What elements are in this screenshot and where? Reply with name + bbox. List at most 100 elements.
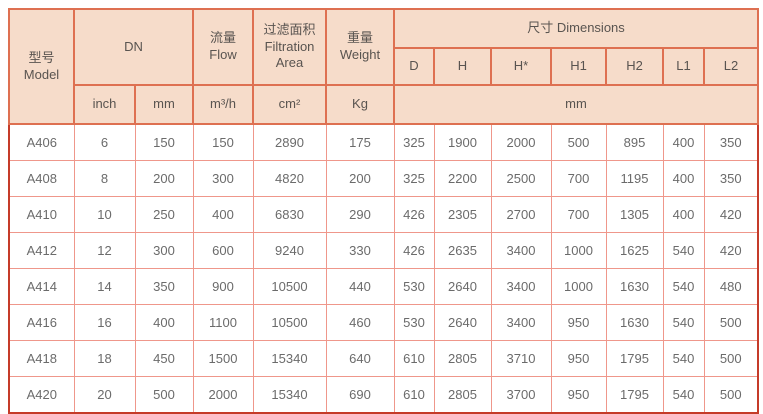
header-dimensions: 尺寸 Dimensions: [392, 8, 760, 49]
value-cell: 700: [550, 196, 607, 233]
value-cell: 400: [662, 196, 705, 233]
spec-table: 型号 Model DN 流量 Flow 过滤面积 Filtration Area…: [8, 8, 760, 414]
value-cell: 400: [134, 304, 194, 341]
value-cell: 1000: [550, 268, 607, 305]
value-cell: 1100: [192, 304, 254, 341]
value-cell: 250: [134, 196, 194, 233]
table-row: A412 12 300 600 9240 330 426 2635 3400 1000 1625 54…: [8, 232, 759, 269]
value-cell: 10500: [252, 268, 327, 305]
header-dim-l1: L1: [662, 47, 705, 86]
value-cell: 1195: [605, 160, 664, 197]
value-cell: 4820: [252, 160, 327, 197]
header-dim-h-star: H*: [490, 47, 552, 86]
unit-mm: mm: [134, 84, 194, 125]
header-dim-h: H: [433, 47, 492, 86]
value-cell: 500: [134, 376, 194, 414]
value-cell: 3700: [490, 376, 552, 414]
unit-dims: mm: [392, 84, 760, 125]
value-cell: 10500: [252, 304, 327, 341]
value-cell: 500: [550, 123, 607, 161]
value-cell: 150: [134, 123, 194, 161]
header-dn: DN: [73, 8, 194, 86]
table-row: A410 10 250 400 6830 290 426 2305 2700 700 1305 400…: [8, 196, 759, 233]
value-cell: 500: [703, 340, 759, 377]
value-cell: 640: [325, 340, 395, 377]
value-cell: 2635: [433, 232, 492, 269]
value-cell: 1000: [550, 232, 607, 269]
header-row-units: inch mm m³/h cm² Kg mm: [9, 84, 760, 125]
unit-inch: inch: [73, 84, 136, 125]
header-dim-h1: H1: [550, 47, 607, 86]
value-cell: 700: [550, 160, 607, 197]
value-cell: 610: [393, 376, 435, 414]
value-cell: 900: [192, 268, 254, 305]
table-row: A408 8 200 300 4820 200 325 2200 2500 700 1195 400 3…: [8, 160, 759, 197]
unit-weight: Kg: [325, 84, 395, 125]
value-cell: 6: [73, 123, 136, 161]
header-dim-d: D: [393, 47, 435, 86]
value-cell: 330: [325, 232, 395, 269]
unit-area: cm²: [252, 84, 327, 125]
table-row: A416 16 400 1100 10500 460 530 2640 3400 950 1630 5…: [8, 304, 759, 341]
value-cell: 690: [325, 376, 395, 414]
value-cell: 530: [393, 304, 435, 341]
value-cell: 1625: [605, 232, 664, 269]
table-body: A406 6 150 150 2890 175 325 1900 2000 500 895 400 35…: [8, 123, 759, 414]
value-cell: 500: [703, 376, 759, 414]
model-cell: A414: [8, 268, 75, 305]
model-cell: A416: [8, 304, 75, 341]
value-cell: 300: [134, 232, 194, 269]
value-cell: 8: [73, 160, 136, 197]
value-cell: 540: [662, 268, 705, 305]
value-cell: 2305: [433, 196, 492, 233]
value-cell: 14: [73, 268, 136, 305]
value-cell: 9240: [252, 232, 327, 269]
value-cell: 325: [393, 123, 435, 161]
value-cell: 480: [703, 268, 759, 305]
value-cell: 10: [73, 196, 136, 233]
table-row: A418 18 450 1500 15340 640 610 2805 3710 950 1795 5…: [8, 340, 759, 377]
value-cell: 450: [134, 340, 194, 377]
value-cell: 440: [325, 268, 395, 305]
header-filtration-area: 过滤面积 Filtration Area: [252, 8, 327, 86]
value-cell: 12: [73, 232, 136, 269]
model-cell: A420: [8, 376, 75, 414]
header-row-2: D H H* H1 H2 L1 L2: [9, 47, 760, 86]
value-cell: 600: [192, 232, 254, 269]
value-cell: 290: [325, 196, 395, 233]
value-cell: 400: [662, 160, 705, 197]
value-cell: 3710: [490, 340, 552, 377]
value-cell: 400: [662, 123, 705, 161]
table-row: A406 6 150 150 2890 175 325 1900 2000 500 895 400 35…: [8, 123, 759, 161]
value-cell: 420: [703, 232, 759, 269]
value-cell: 1630: [605, 268, 664, 305]
value-cell: 18: [73, 340, 136, 377]
value-cell: 1795: [605, 376, 664, 414]
value-cell: 15340: [252, 376, 327, 414]
value-cell: 950: [550, 376, 607, 414]
header-row-1: 型号 Model DN 流量 Flow 过滤面积 Filtration Area…: [8, 8, 760, 125]
value-cell: 350: [703, 160, 759, 197]
value-cell: 200: [325, 160, 395, 197]
value-cell: 3400: [490, 304, 552, 341]
value-cell: 1500: [192, 340, 254, 377]
value-cell: 420: [703, 196, 759, 233]
value-cell: 1630: [605, 304, 664, 341]
value-cell: 530: [393, 268, 435, 305]
value-cell: 540: [662, 376, 705, 414]
value-cell: 1900: [433, 123, 492, 161]
table-header: 型号 Model DN 流量 Flow 过滤面积 Filtration Area…: [8, 8, 760, 125]
value-cell: 350: [703, 123, 759, 161]
value-cell: 3400: [490, 268, 552, 305]
header-weight: 重量 Weight: [325, 8, 395, 86]
value-cell: 2640: [433, 268, 492, 305]
value-cell: 400: [192, 196, 254, 233]
header-dim-h2: H2: [605, 47, 664, 86]
value-cell: 2200: [433, 160, 492, 197]
header-dim-l2: L2: [702, 47, 760, 86]
value-cell: 200: [134, 160, 194, 197]
value-cell: 540: [662, 232, 705, 269]
value-cell: 20: [73, 376, 136, 414]
table-row: A420 20 500 2000 15340 690 610 2805 3700 950 1795 5…: [8, 376, 759, 414]
